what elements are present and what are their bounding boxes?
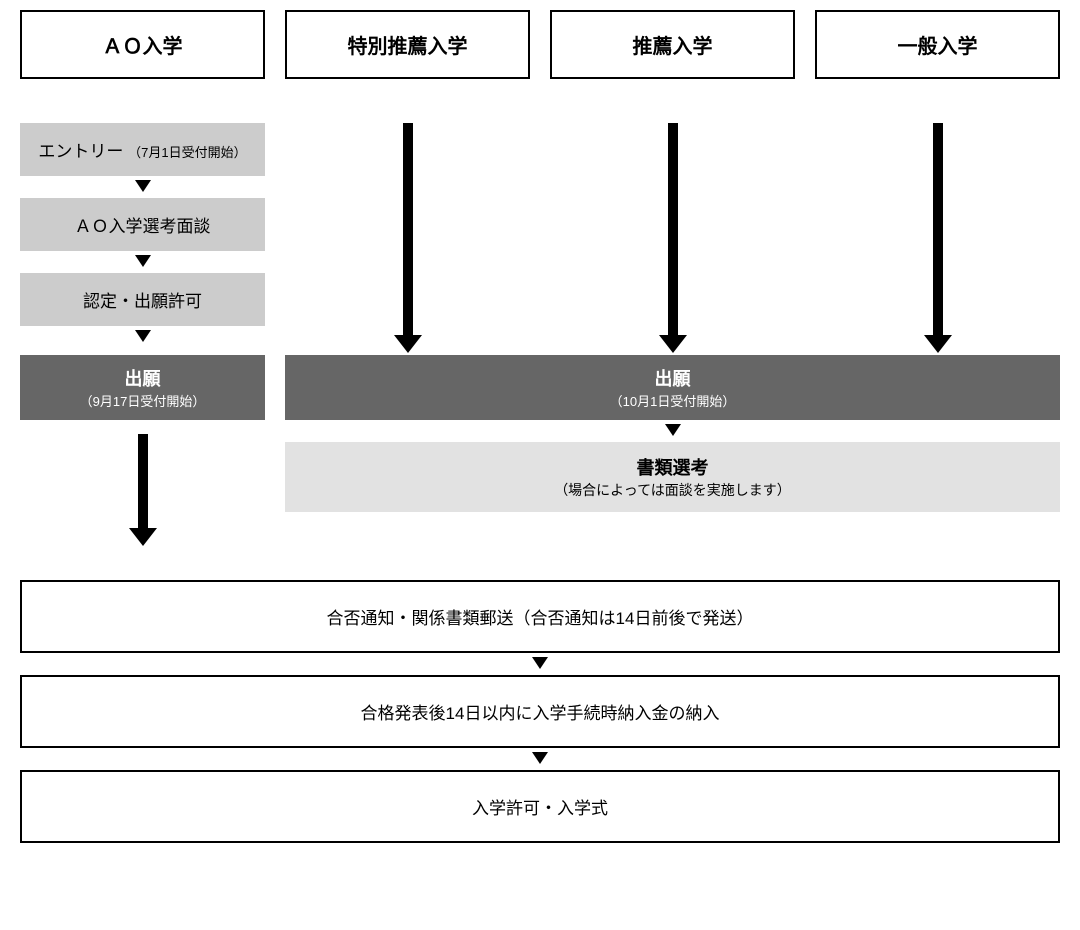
final-step-2: 合格発表後14日以内に入学手続時納入金の納入 xyxy=(20,675,1060,748)
ao-step-approval-main: 認定・出願許可 xyxy=(83,292,202,311)
header-ao: ＡＯ入学 xyxy=(20,10,265,79)
ao-long-arrow xyxy=(20,420,265,552)
chevron-down-icon xyxy=(532,752,548,764)
application-rest-sub: （10月1日受付開始） xyxy=(289,391,1056,410)
long-arrow-col4 xyxy=(815,123,1060,353)
application-row: 出願 （9月17日受付開始） 出願 （10月1日受付開始） xyxy=(20,355,1060,420)
post-application-row: 書類選考 （場合によっては面談を実施します） xyxy=(20,420,1060,552)
arrow-small-1 xyxy=(20,176,265,198)
ao-step-interview: ＡＯ入学選考面談 xyxy=(20,198,265,251)
chevron-down-icon xyxy=(135,255,151,267)
final-step-1: 合否通知・関係書類郵送（合否通知は14日前後で発送） xyxy=(20,580,1060,653)
long-arrow-col3 xyxy=(550,123,795,353)
screening-box: 書類選考 （場合によっては面談を実施します） xyxy=(285,442,1060,512)
arrow-down-icon xyxy=(924,123,952,353)
ao-step-entry: エントリー （7月1日受付開始） xyxy=(20,123,265,176)
chevron-down-icon xyxy=(665,424,681,436)
screening-column: 書類選考 （場合によっては面談を実施します） xyxy=(285,420,1060,552)
chevron-down-icon xyxy=(532,657,548,669)
arrow-down-icon xyxy=(129,434,157,546)
application-rest: 出願 （10月1日受付開始） xyxy=(285,355,1060,420)
application-ao-main: 出願 xyxy=(24,365,261,391)
header-row: ＡＯ入学 特別推薦入学 推薦入学 一般入学 xyxy=(20,10,1060,79)
arrow-down-icon xyxy=(394,123,422,353)
ao-step-entry-main: エントリー xyxy=(38,142,123,161)
chevron-down-icon xyxy=(135,180,151,192)
header-suisen: 推薦入学 xyxy=(550,10,795,79)
arrow-small-final-1 xyxy=(20,653,1060,675)
application-rest-main: 出願 xyxy=(289,365,1056,391)
final-step-3: 入学許可・入学式 xyxy=(20,770,1060,843)
arrow-small-3 xyxy=(20,326,265,348)
final-steps: 合否通知・関係書類郵送（合否通知は14日前後で発送） 合格発表後14日以内に入学… xyxy=(20,580,1060,843)
ao-step-interview-main: ＡＯ入学選考面談 xyxy=(75,217,211,236)
screening-sub: （場合によっては面談を実施します） xyxy=(289,480,1056,500)
header-tokubetsu: 特別推薦入学 xyxy=(285,10,530,79)
ao-step-entry-sub: （7月1日受付開始） xyxy=(128,145,246,160)
header-ippan: 一般入学 xyxy=(815,10,1060,79)
application-ao: 出願 （9月17日受付開始） xyxy=(20,355,265,420)
ao-steps-column: エントリー （7月1日受付開始） ＡＯ入学選考面談 認定・出願許可 xyxy=(20,123,265,353)
arrow-small-2 xyxy=(20,251,265,273)
screening-main: 書類選考 xyxy=(289,454,1056,480)
arrow-small-screening xyxy=(285,420,1060,442)
chevron-down-icon xyxy=(135,330,151,342)
long-arrow-col2 xyxy=(285,123,530,353)
application-ao-sub: （9月17日受付開始） xyxy=(24,391,261,410)
arrow-small-final-2 xyxy=(20,748,1060,770)
ao-step-approval: 認定・出願許可 xyxy=(20,273,265,326)
arrow-down-icon xyxy=(659,123,687,353)
upper-section: エントリー （7月1日受付開始） ＡＯ入学選考面談 認定・出願許可 xyxy=(20,123,1060,353)
